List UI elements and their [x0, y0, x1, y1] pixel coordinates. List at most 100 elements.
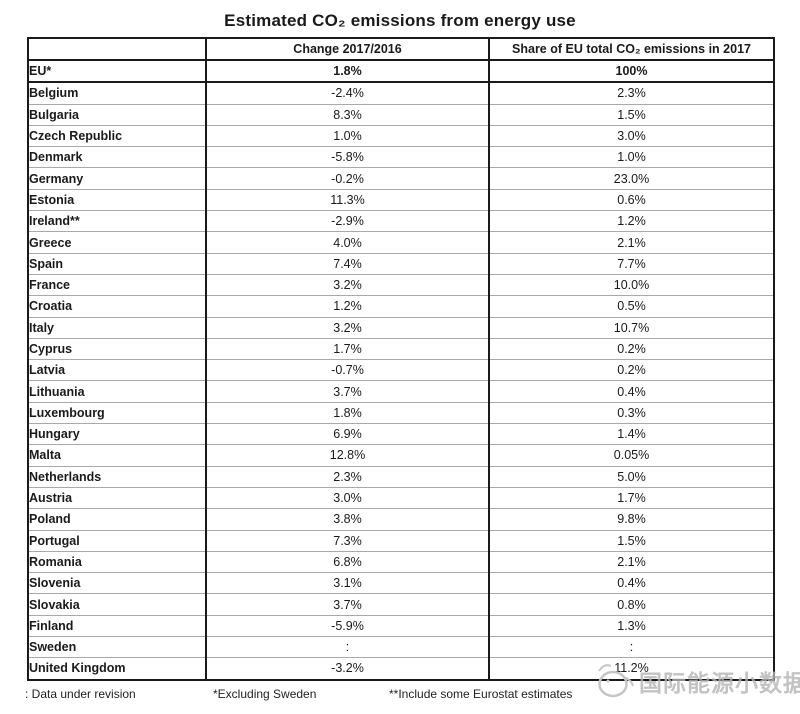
change-cell: 1.0%: [205, 124, 489, 147]
share-cell: 0.2%: [488, 337, 774, 360]
table-row: Estonia 11.3% 0.6%: [27, 188, 774, 211]
table-row: Slovakia 3.7% 0.8%: [27, 593, 774, 616]
change-cell: -3.2%: [205, 657, 489, 680]
change-cell: 6.8%: [205, 550, 489, 573]
share-cell: 1.0%: [488, 146, 774, 168]
change-cell: -0.2%: [205, 167, 489, 190]
country-cell: Hungary: [27, 423, 206, 445]
country-cell: Luxembourg: [27, 401, 206, 424]
table-row: Poland 3.8% 9.8%: [27, 508, 774, 531]
change-cell: 4.0%: [205, 231, 489, 254]
share-cell: 0.3%: [488, 401, 774, 424]
table-row: Sweden : :: [27, 636, 774, 658]
share-cell: 0.5%: [488, 295, 774, 318]
country-cell: France: [27, 273, 206, 296]
country-cell: Lithuania: [27, 380, 206, 403]
country-cell: Portugal: [27, 529, 206, 552]
change-cell: 1.8%: [205, 401, 489, 424]
country-cell: Austria: [27, 486, 206, 509]
table-row: United Kingdom -3.2% 11.2%: [27, 657, 774, 680]
table-body: EU* 1.8% 100% Belgium -2.4% 2.3% Bulgari…: [27, 59, 774, 680]
table-row: Denmark -5.8% 1.0%: [27, 146, 774, 168]
share-cell: 2.3%: [488, 81, 774, 105]
change-cell: -5.8%: [205, 146, 489, 168]
change-cell: 3.1%: [205, 572, 489, 594]
share-cell: 1.5%: [488, 529, 774, 552]
country-cell: Greece: [27, 231, 206, 254]
change-cell: 1.7%: [205, 337, 489, 360]
country-cell: EU*: [27, 59, 206, 84]
change-cell: 6.9%: [205, 423, 489, 445]
change-cell: -2.4%: [205, 81, 489, 105]
change-cell: 12.8%: [205, 444, 489, 467]
change-cell: 3.2%: [205, 316, 489, 339]
table-row: Romania 6.8% 2.1%: [27, 550, 774, 573]
header-country: [27, 38, 206, 61]
change-cell: 7.3%: [205, 529, 489, 552]
change-cell: 2.3%: [205, 465, 489, 488]
share-cell: 100%: [488, 59, 774, 84]
share-cell: 2.1%: [488, 231, 774, 254]
table-row: Luxembourg 1.8% 0.3%: [27, 401, 774, 424]
country-cell: Latvia: [27, 359, 206, 381]
table-row: Malta 12.8% 0.05%: [27, 444, 774, 467]
footnote-excluding-sweden: *Excluding Sweden: [213, 687, 317, 701]
change-cell: :: [205, 636, 489, 658]
change-cell: -2.9%: [205, 210, 489, 232]
change-cell: 7.4%: [205, 252, 489, 275]
country-cell: Cyprus: [27, 337, 206, 360]
table-row: Czech Republic 1.0% 3.0%: [27, 124, 774, 147]
table-row: Hungary 6.9% 1.4%: [27, 423, 774, 445]
header-row: Change 2017/2016 Share of EU total CO₂ e…: [27, 38, 774, 61]
share-cell: 0.05%: [488, 444, 774, 467]
country-cell: Bulgaria: [27, 103, 206, 126]
share-cell: 0.6%: [488, 188, 774, 211]
share-cell: 0.8%: [488, 593, 774, 616]
table-container: Change 2017/2016 Share of EU total CO₂ e…: [27, 37, 775, 681]
emissions-table: Change 2017/2016 Share of EU total CO₂ e…: [27, 37, 775, 681]
table-row: Ireland** -2.9% 1.2%: [27, 210, 774, 232]
share-cell: 0.4%: [488, 380, 774, 403]
country-cell: Romania: [27, 550, 206, 573]
country-cell: Sweden: [27, 636, 206, 658]
header-share: Share of EU total CO₂ emissions in 2017: [488, 38, 774, 61]
country-cell: Belgium: [27, 81, 206, 105]
table-row: Bulgaria 8.3% 1.5%: [27, 103, 774, 126]
country-cell: Slovakia: [27, 593, 206, 616]
table-row: Netherlands 2.3% 5.0%: [27, 465, 774, 488]
change-cell: 3.7%: [205, 380, 489, 403]
country-cell: Estonia: [27, 188, 206, 211]
footnote-eurostat-estimates: **Include some Eurostat estimates: [389, 687, 573, 701]
share-cell: 2.1%: [488, 550, 774, 573]
share-cell: 10.0%: [488, 273, 774, 296]
share-cell: 10.7%: [488, 316, 774, 339]
table-row: Greece 4.0% 2.1%: [27, 231, 774, 254]
page-title: Estimated CO₂ emissions from energy use: [224, 11, 576, 30]
share-cell: :: [488, 636, 774, 658]
country-cell: Netherlands: [27, 465, 206, 488]
share-cell: 1.7%: [488, 486, 774, 509]
share-cell: 9.8%: [488, 508, 774, 531]
share-cell: 3.0%: [488, 124, 774, 147]
change-cell: 1.2%: [205, 295, 489, 318]
country-cell: Finland: [27, 614, 206, 637]
change-cell: 3.0%: [205, 486, 489, 509]
table-row: Portugal 7.3% 1.5%: [27, 529, 774, 552]
change-cell: 3.8%: [205, 508, 489, 531]
country-cell: Spain: [27, 252, 206, 275]
table-row: Croatia 1.2% 0.5%: [27, 295, 774, 318]
change-cell: 1.8%: [205, 59, 489, 84]
country-cell: Germany: [27, 167, 206, 190]
table-row: Spain 7.4% 7.7%: [27, 252, 774, 275]
table-row: EU* 1.8% 100%: [27, 59, 774, 84]
table-row: France 3.2% 10.0%: [27, 273, 774, 296]
country-cell: Slovenia: [27, 572, 206, 594]
country-cell: Poland: [27, 508, 206, 531]
table-row: Slovenia 3.1% 0.4%: [27, 572, 774, 594]
country-cell: Ireland**: [27, 210, 206, 232]
table-row: Belgium -2.4% 2.3%: [27, 81, 774, 105]
country-cell: Croatia: [27, 295, 206, 318]
share-cell: 1.3%: [488, 614, 774, 637]
change-cell: 3.7%: [205, 593, 489, 616]
